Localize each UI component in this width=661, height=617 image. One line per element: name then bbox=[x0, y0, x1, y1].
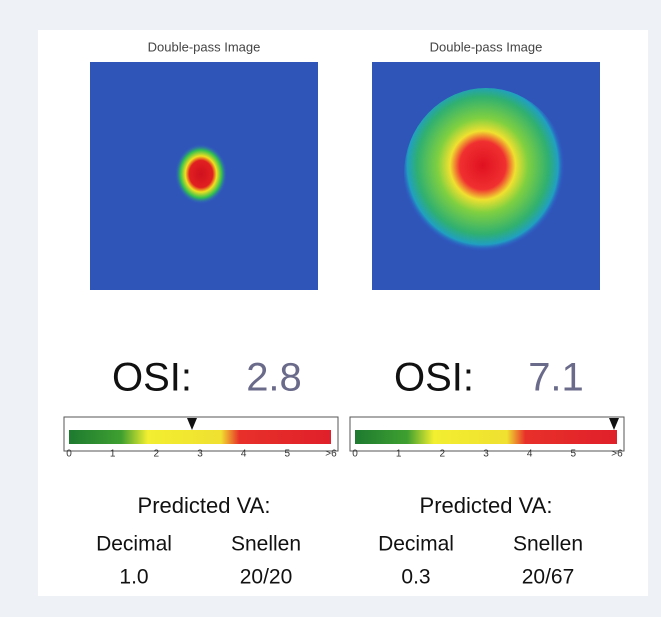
scale-label: >6 bbox=[325, 449, 337, 460]
va-title: Predicted VA: bbox=[138, 493, 271, 518]
scale-bar bbox=[69, 430, 331, 444]
decimal-value: 0.3 bbox=[401, 566, 430, 589]
scale-label: 2 bbox=[440, 449, 446, 460]
osi-label: OSI: bbox=[394, 356, 474, 400]
scale-label: 3 bbox=[483, 449, 489, 460]
page: Double-pass Image OSI: 2.8 0 1 2 3 4 5 >6 Predicte… bbox=[0, 0, 661, 612]
osi-value: 2.8 bbox=[246, 356, 302, 400]
scale-label: 4 bbox=[527, 449, 533, 460]
scale-label: 3 bbox=[197, 449, 203, 460]
snellen-label: Snellen bbox=[231, 533, 301, 556]
decimal-value: 1.0 bbox=[119, 566, 148, 589]
scale-label: 0 bbox=[352, 449, 358, 460]
decimal-label: Decimal bbox=[96, 533, 172, 556]
scale-label: 1 bbox=[396, 449, 402, 460]
heat-spot bbox=[404, 88, 568, 260]
decimal-label: Decimal bbox=[378, 533, 454, 556]
scale-label: 2 bbox=[154, 449, 160, 460]
document: Double-pass Image OSI: 2.8 0 1 2 3 4 5 >6 Predicte… bbox=[0, 0, 661, 612]
image-title: Double-pass Image bbox=[148, 39, 261, 54]
scale-label: 1 bbox=[110, 449, 116, 460]
scale-label: 5 bbox=[285, 449, 291, 460]
osi-value: 7.1 bbox=[528, 356, 584, 400]
heat-spot bbox=[175, 144, 227, 204]
snellen-value: 20/67 bbox=[522, 566, 575, 589]
image-title: Double-pass Image bbox=[430, 39, 543, 54]
osi-label: OSI: bbox=[112, 356, 192, 400]
va-title: Predicted VA: bbox=[420, 493, 553, 518]
scale-label: 0 bbox=[66, 449, 72, 460]
snellen-label: Snellen bbox=[513, 533, 583, 556]
snellen-value: 20/20 bbox=[240, 566, 293, 589]
scale-label: 5 bbox=[571, 449, 577, 460]
scale-bar bbox=[355, 430, 617, 444]
scale-label: >6 bbox=[611, 449, 623, 460]
scale-label: 4 bbox=[241, 449, 247, 460]
